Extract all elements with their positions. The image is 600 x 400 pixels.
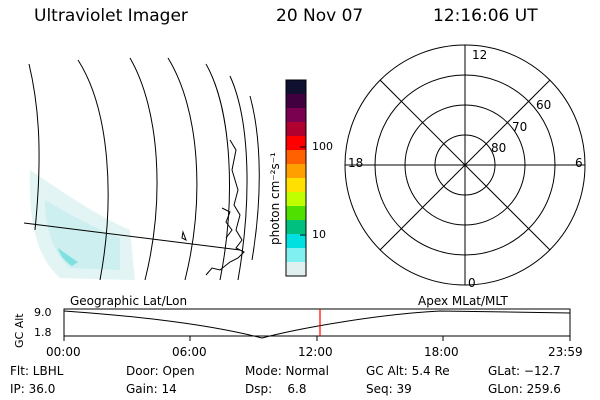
xtick-0600: 06:00: [172, 345, 207, 359]
xtick-2359: 23:59: [548, 345, 583, 359]
timeline-ylabel: GC Alt: [13, 313, 26, 348]
filter-info: Flt: LBHL: [10, 364, 64, 378]
timeline-left-title: Geographic Lat/Lon: [70, 294, 188, 308]
mlt-label-18: 18: [348, 156, 364, 170]
mlt-label-6: 6: [575, 156, 583, 170]
xtick-1200: 12:00: [298, 345, 333, 359]
colorbar-tick-100: 100: [312, 140, 333, 153]
gain-info: Gain: 14: [126, 382, 177, 396]
lat-label-60: 60: [536, 98, 552, 112]
longitude-lines: [28, 57, 260, 281]
mlt-label-0: 0: [468, 276, 476, 290]
glat-info: GLat: −12.7: [488, 364, 561, 378]
date-label: 20 Nov 07: [276, 6, 364, 26]
gc-alt-info: GC Alt: 5.4 Re: [366, 364, 450, 378]
seq-info: Seq: 39: [366, 382, 412, 396]
colorbar-tick-10: 10: [312, 228, 326, 241]
lat-label-70: 70: [512, 120, 528, 134]
colorbar-unit-label: photon cm⁻²s⁻¹: [268, 152, 282, 245]
glon-info: GLon: 259.6: [488, 382, 561, 396]
mode-info: Mode: Normal: [245, 364, 329, 378]
time-label: 12:16:06 UT: [433, 6, 538, 26]
latitude-line: [23, 222, 241, 251]
dsp-info: Dsp: 6.8: [245, 382, 307, 396]
xtick-1800: 18:00: [424, 345, 459, 359]
dayglow-patch: [29, 170, 135, 280]
xtick-0000: 00:00: [46, 345, 81, 359]
ip-info: IP: 36.0: [10, 382, 56, 396]
door-info: Door: Open: [126, 364, 195, 378]
timeline-ymax: 9.0: [34, 306, 52, 319]
instrument-title: Ultraviolet Imager: [34, 6, 188, 26]
coastline: [181, 139, 245, 276]
mlt-label-12: 12: [472, 48, 488, 62]
timeline-right-title: Apex MLat/MLT: [418, 294, 508, 308]
lat-label-80: 80: [491, 141, 507, 155]
timeline-ymin: 1.8: [34, 326, 52, 339]
